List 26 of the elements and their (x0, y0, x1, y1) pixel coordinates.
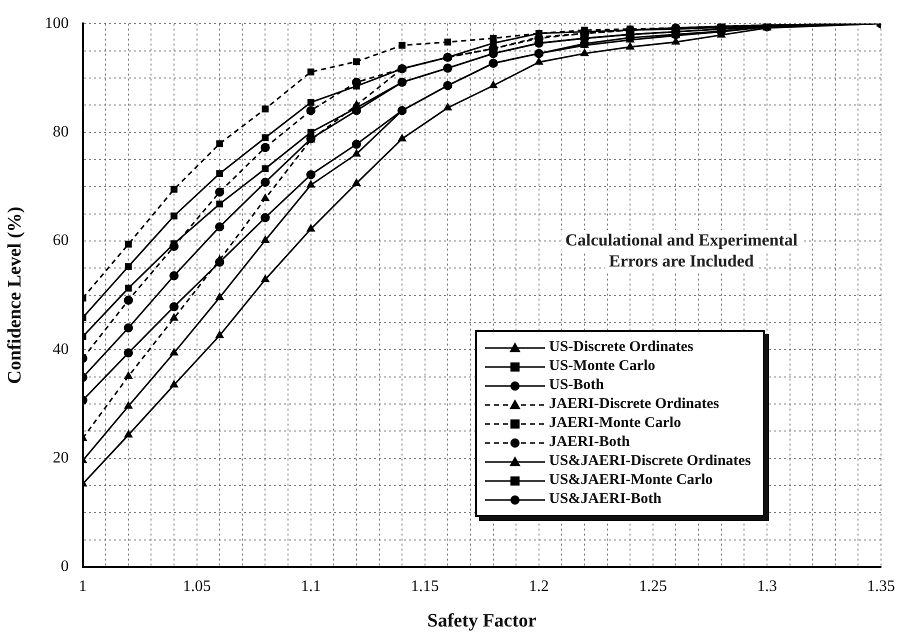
legend-label: US-Monte Carlo (549, 357, 656, 376)
x-axis-title: Safety Factor (427, 610, 538, 632)
x-tick-label: 1.3 (756, 578, 777, 595)
y-tick-label: 100 (44, 14, 69, 32)
legend-label: JAERI-Both (549, 433, 630, 452)
x-tick-label: 1.25 (638, 578, 667, 595)
legend-label: JAERI-Discrete Ordinates (549, 395, 720, 414)
legend-label: US&JAERI-Discrete Ordinates (549, 452, 751, 471)
y-tick-label: 80 (52, 123, 69, 140)
annotation: Calculational and Experimental Errors are Included (565, 230, 798, 270)
x-tick-label: 1.1 (300, 578, 321, 595)
y-tick-label: 20 (52, 450, 69, 467)
x-tick-label: 1.2 (528, 578, 549, 595)
y-tick-label: 40 (52, 340, 69, 358)
x-tick-label: 1.15 (410, 578, 439, 595)
legend-label: US&JAERI-Monte Carlo (549, 471, 713, 490)
legend-label: US-Both (549, 376, 604, 395)
x-tick-label: 1 (78, 578, 87, 595)
y-axis-title: Confidence Level (%) (4, 206, 26, 384)
x-tick-label: 1.35 (867, 578, 895, 595)
legend-label: US-Discrete Ordinates (549, 338, 694, 357)
x-tick-label: 1.05 (182, 578, 211, 595)
legend-label: JAERI-Monte Carlo (549, 414, 682, 433)
y-tick-label: 60 (52, 232, 69, 250)
y-tick-label: 0 (60, 558, 69, 576)
legend-label: US&JAERI-Both (549, 490, 662, 509)
